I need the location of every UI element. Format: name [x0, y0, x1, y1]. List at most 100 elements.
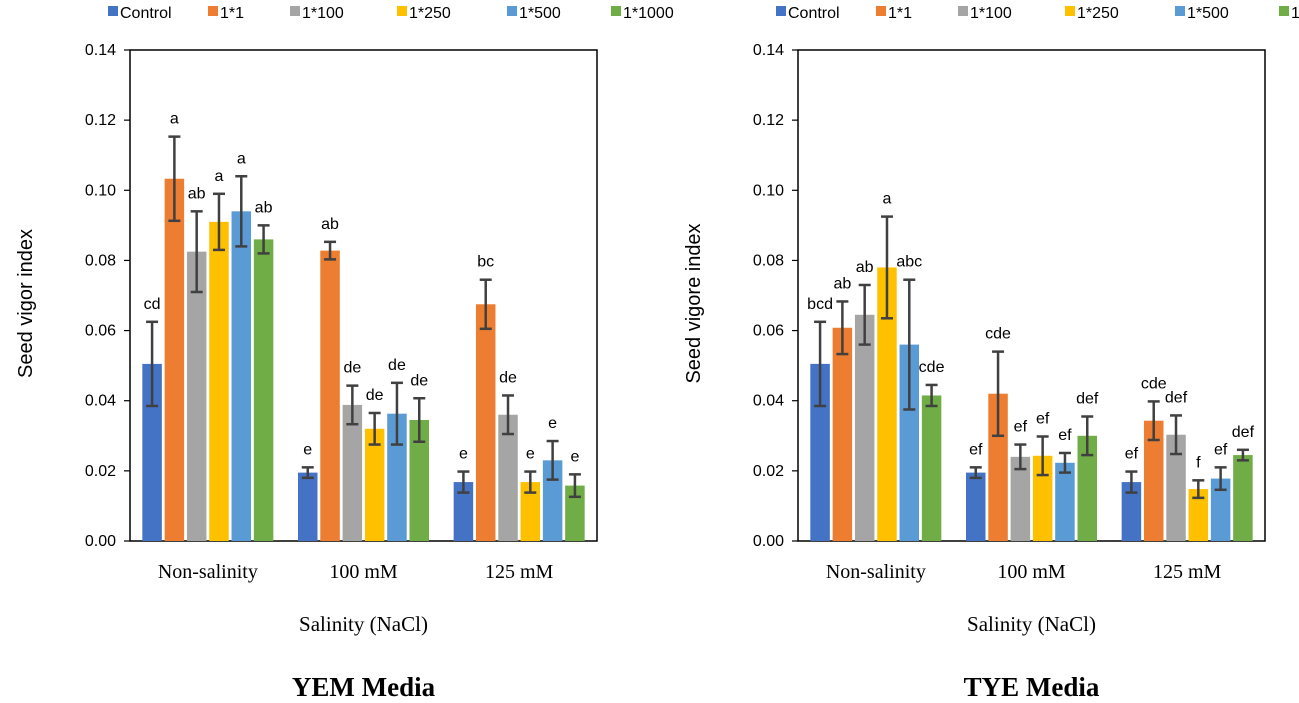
- significance-label: de: [366, 387, 384, 404]
- x-category-label: 125 mM: [485, 561, 554, 583]
- significance-label: cde: [1141, 375, 1167, 392]
- legend-swatch: [876, 6, 886, 16]
- chart-title: YEM Media: [292, 672, 436, 702]
- bar: [342, 404, 363, 541]
- bar: [186, 251, 207, 542]
- bar: [1166, 434, 1186, 541]
- x-axis-label: Salinity (NaCl): [299, 612, 428, 636]
- legend-swatch: [397, 6, 407, 16]
- legend-swatch: [958, 6, 968, 16]
- bar: [854, 314, 875, 541]
- y-axis-label: Seed vigor index: [15, 229, 37, 378]
- significance-label: ab: [856, 259, 874, 276]
- bar: [1055, 462, 1075, 541]
- chart-panel-tye: 0.00 0.02 0.04 0.06 0.08 0.10 0.12 0.14 Seed vig…: [683, 5, 1299, 702]
- legend-label: 1*250: [409, 5, 451, 22]
- significance-label: ab: [188, 185, 206, 202]
- legend: Control 1*1 1*100 1*250 1*500 1*1000: [108, 5, 674, 22]
- significance-label: ef: [969, 441, 983, 458]
- significance-label: f: [1196, 454, 1201, 471]
- bar: [899, 344, 920, 541]
- significance-label: de: [410, 372, 428, 389]
- legend-swatch: [1279, 6, 1289, 16]
- x-category-label: 100 mM: [329, 561, 398, 583]
- significance-label: a: [170, 111, 179, 128]
- bar: [253, 239, 274, 541]
- bar: [520, 482, 541, 541]
- bar: [810, 363, 830, 541]
- x-category-label: 125 mM: [1153, 561, 1222, 583]
- y-tick-label: 0.14: [85, 42, 116, 59]
- y-tick-label: 0.02: [85, 463, 116, 480]
- legend-label: 1*500: [1187, 5, 1229, 22]
- legend-label: 1*100: [302, 5, 344, 22]
- significance-label: ab: [321, 216, 339, 233]
- legend-label: 1*1000: [623, 5, 674, 22]
- significance-label: def: [1232, 424, 1255, 441]
- bar: [877, 267, 897, 541]
- x-category-label: Non-salinity: [826, 561, 926, 583]
- y-tick-label: 0.10: [753, 182, 784, 199]
- y-tick-label: 0.10: [85, 182, 116, 199]
- significance-label: e: [303, 441, 312, 458]
- significance-label: ab: [833, 275, 851, 292]
- plot-frame: [129, 49, 598, 542]
- legend-label: 1*500: [519, 5, 561, 22]
- chart-panel-yem: 0.00 0.02 0.04 0.06 0.08 0.10 0.12 0.14 Seed vig…: [15, 5, 674, 702]
- y-tick-label: 0.12: [753, 112, 784, 129]
- bar: [1188, 489, 1209, 541]
- bar: [832, 327, 853, 541]
- y-tick-label: 0.00: [85, 533, 116, 550]
- bar: [364, 428, 385, 541]
- bar: [1077, 435, 1097, 541]
- y-tick-label: 0.08: [753, 252, 784, 269]
- legend-label: Control: [120, 5, 172, 22]
- significance-label: e: [526, 446, 535, 463]
- bar: [320, 250, 340, 541]
- significance-label: def: [1076, 390, 1099, 407]
- legend-label: 1*1: [220, 5, 244, 22]
- significance-label: bcd: [807, 296, 833, 313]
- x-axis-label: Salinity (NaCl): [967, 612, 1096, 636]
- legend-swatch: [208, 6, 218, 16]
- significance-label: a: [215, 168, 224, 185]
- bar: [142, 363, 162, 541]
- bar: [231, 211, 252, 542]
- significance-label: ef: [1214, 441, 1228, 458]
- bar: [475, 304, 496, 541]
- y-tick-label: 0.08: [85, 252, 116, 269]
- significance-label: a: [237, 150, 246, 167]
- y-tick-label: 0.12: [85, 112, 116, 129]
- significance-label: a: [883, 191, 892, 208]
- bar: [1032, 455, 1053, 541]
- significance-label: bc: [477, 254, 494, 271]
- x-category-label: Non-salinity: [158, 561, 258, 583]
- legend-swatch: [1175, 6, 1185, 16]
- bar: [298, 472, 318, 541]
- significance-label: ef: [1058, 427, 1072, 444]
- significance-label: cde: [919, 359, 945, 376]
- significance-label: ef: [1125, 446, 1139, 463]
- chart-title: TYE Media: [964, 672, 1100, 702]
- legend-swatch: [611, 6, 621, 16]
- significance-label: de: [388, 357, 406, 374]
- bar: [921, 395, 942, 541]
- significance-label: ef: [1014, 419, 1028, 436]
- y-tick-label: 0.06: [85, 323, 116, 340]
- significance-label: abc: [896, 254, 922, 271]
- legend-label: 1*1: [888, 5, 912, 22]
- y-tick-label: 0.14: [753, 42, 784, 59]
- legend-swatch: [1065, 6, 1075, 16]
- significance-label: de: [343, 360, 361, 377]
- significance-label: e: [459, 446, 468, 463]
- y-tick-label: 0.06: [753, 323, 784, 340]
- bar: [1121, 482, 1142, 541]
- bar: [1210, 478, 1231, 541]
- bar: [164, 178, 185, 541]
- bar: [1233, 455, 1253, 541]
- bar: [966, 472, 986, 541]
- bar: [565, 485, 585, 541]
- significance-label: ab: [255, 199, 273, 216]
- bar: [453, 482, 474, 541]
